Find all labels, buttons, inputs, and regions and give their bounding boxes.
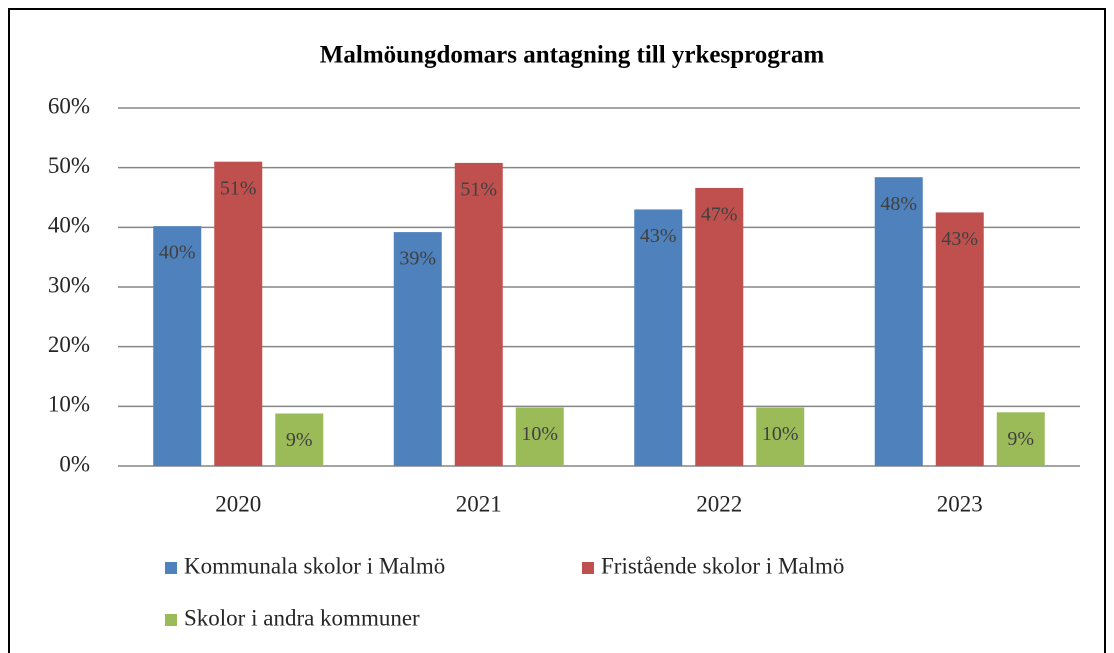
x-tick-label: 2021	[456, 491, 502, 516]
x-tick-label: 2022	[696, 491, 742, 516]
data-label: 51%	[220, 177, 257, 199]
bar	[153, 226, 202, 466]
bar	[214, 161, 263, 466]
y-tick-label: 60%	[48, 93, 90, 118]
x-tick-label: 2020	[215, 491, 261, 516]
legend-label: Fristående skolor i Malmö	[601, 553, 844, 578]
data-label: 9%	[286, 429, 313, 451]
data-label: 39%	[399, 248, 436, 270]
bar	[756, 407, 805, 466]
legend-swatch	[582, 562, 594, 574]
bar	[515, 407, 564, 466]
data-label: 40%	[159, 242, 196, 264]
x-tick-label: 2023	[937, 491, 983, 516]
bar	[275, 413, 324, 466]
y-tick-label: 0%	[59, 451, 90, 476]
bar	[874, 177, 923, 467]
bar	[695, 187, 744, 466]
data-label: 43%	[941, 228, 978, 250]
legend-swatch	[165, 562, 177, 574]
chart-title: Malmöungdomars antagning till yrkesprogr…	[320, 42, 825, 69]
bar	[634, 209, 683, 466]
legend-label: Skolor i andra kommuner	[184, 605, 420, 630]
bar	[935, 212, 984, 466]
data-label: 47%	[701, 204, 738, 226]
bar	[393, 232, 442, 466]
y-tick-label: 30%	[48, 272, 90, 297]
data-label: 10%	[521, 423, 558, 445]
data-label: 10%	[762, 423, 799, 445]
y-tick-label: 50%	[48, 153, 90, 178]
data-label: 51%	[460, 178, 497, 200]
data-label: 48%	[880, 193, 917, 215]
y-tick-label: 10%	[48, 392, 90, 417]
y-tick-label: 40%	[48, 213, 90, 238]
bar	[454, 162, 503, 467]
legend-label: Kommunala skolor i Malmö	[184, 553, 445, 578]
data-label: 9%	[1007, 428, 1034, 450]
bar	[996, 412, 1045, 466]
y-tick-label: 20%	[48, 332, 90, 357]
legend-swatch	[165, 614, 177, 626]
data-label: 43%	[640, 225, 677, 247]
